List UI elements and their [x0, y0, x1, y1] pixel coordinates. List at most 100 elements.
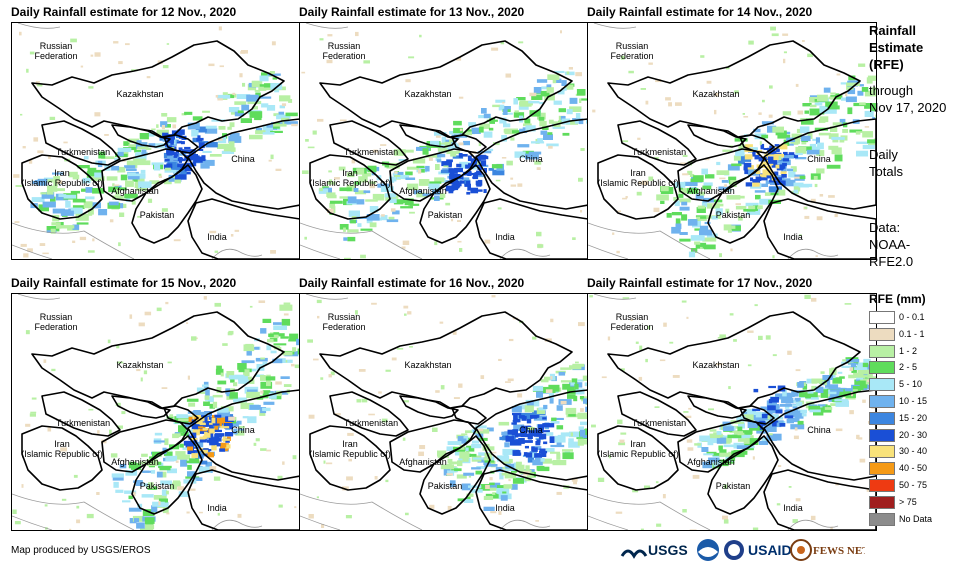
country-label-russia: Russian Federation [322, 41, 366, 61]
country-label-russia: Russian Federation [610, 41, 654, 61]
rainfall-layer [301, 30, 588, 259]
legend-swatch [869, 495, 895, 509]
legend-item: 0 - 0.1 [869, 311, 925, 324]
coastlines [588, 294, 839, 530]
country-borders [309, 311, 588, 530]
country-label-china: China [231, 425, 255, 435]
legend-label: 2 - 5 [899, 362, 918, 373]
country-label-china: China [807, 425, 831, 435]
usgs-logo-text: USGS [648, 542, 688, 558]
sidebar-source: Data: NOAA- RFE2.0 [869, 220, 914, 269]
country-label-kazakhstan: Kazakhstan [404, 360, 452, 370]
country-borders [309, 40, 588, 259]
legend-item: 5 - 10 [869, 378, 922, 392]
legend-swatch [869, 378, 895, 392]
country-borders [21, 40, 300, 259]
country-label-kazakhstan: Kazakhstan [404, 89, 452, 99]
legend-label: 20 - 30 [899, 429, 928, 440]
country-label-turkmenistan: Turkmenistan [55, 147, 111, 157]
country-label-iran: Iran (Islamic Republic of) [21, 439, 103, 459]
usaid-logo-text: USAID [748, 542, 792, 558]
country-label-turkmenistan: Turkmenistan [631, 418, 687, 428]
legend-item: 10 - 15 [869, 395, 927, 408]
legend-swatch [869, 411, 895, 425]
country-label-iran: Iran (Islamic Republic of) [309, 439, 391, 459]
sidebar-through: through Nov 17, 2020 [869, 83, 947, 115]
country-label-india: India [207, 232, 227, 242]
sidebar-heading: Rainfall Estimate (RFE) [869, 23, 924, 72]
legend-label: 10 - 15 [899, 396, 928, 406]
legend-item: 0.1 - 1 [869, 327, 925, 341]
country-label-india: India [783, 232, 803, 242]
country-label-turkmenistan: Turkmenistan [631, 147, 687, 157]
legend-title: RFE (mm) [869, 292, 926, 306]
country-label-pakistan: Pakistan [139, 210, 175, 220]
rainfall-map: Russian Federation Kazakhstan Turkmenistan… [11, 22, 301, 260]
legend-label: 0.1 - 1 [899, 328, 925, 339]
country-label-china: China [807, 154, 831, 164]
country-label-china: China [231, 154, 255, 164]
country-label-iran: Iran (Islamic Republic of) [309, 168, 391, 188]
usaid-logo: USAID [724, 540, 792, 560]
legend-swatch [869, 445, 895, 459]
country-label-pakistan: Pakistan [427, 481, 463, 491]
country-label-india: India [495, 503, 515, 513]
country-label-kazakhstan: Kazakhstan [116, 360, 164, 370]
legend-swatch [869, 311, 895, 324]
country-label-india: India [783, 503, 803, 513]
country-label-russia: Russian Federation [34, 312, 78, 332]
legend-label: 15 - 20 [899, 412, 928, 423]
country-label-india: India [495, 232, 515, 242]
country-borders [21, 311, 300, 530]
country-label-pakistan: Pakistan [715, 481, 751, 491]
rainfall-map: Russian Federation Kazakhstan Turkmenistan… [587, 22, 877, 260]
map-canvas [12, 23, 300, 259]
country-label-afghanistan: Afghanistan [687, 186, 735, 196]
usgs-logo: USGS [620, 542, 688, 559]
map-credit: Map produced by USGS/EROS [11, 545, 151, 556]
country-label-pakistan: Pakistan [139, 481, 175, 491]
coastlines [300, 23, 551, 259]
panel-title: Daily Rainfall estimate for 14 Nov., 202… [587, 5, 813, 19]
legend-label: > 75 [899, 496, 917, 507]
noaa-logo [697, 539, 719, 561]
legend-swatch [869, 479, 895, 492]
sidebar-totals: Daily Totals [869, 147, 903, 179]
country-label-china: China [519, 154, 543, 164]
fewsnet-logo: FEWS NET [790, 539, 865, 561]
legend-label: 1 - 2 [899, 345, 918, 356]
coastlines [300, 294, 551, 530]
legend-swatch [869, 327, 895, 341]
country-label-russia: Russian Federation [322, 312, 366, 332]
agency-logos: USGS USAID FEWS NET [620, 539, 865, 561]
country-label-iran: Iran (Islamic Republic of) [21, 168, 103, 188]
rainfall-map: Russian Federation Kazakhstan Turkmenistan… [587, 293, 877, 531]
country-label-pakistan: Pakistan [427, 210, 463, 220]
legend-swatch [869, 428, 895, 442]
map-canvas [300, 294, 588, 530]
country-borders [597, 311, 876, 530]
panel-title: Daily Rainfall estimate for 17 Nov., 202… [587, 276, 813, 290]
legend-swatch [869, 395, 895, 408]
rainfall-layer [12, 296, 300, 530]
legend-item: No Data [869, 512, 933, 526]
legend-swatch [869, 361, 895, 375]
country-label-russia: Russian Federation [610, 312, 654, 332]
country-label-kazakhstan: Kazakhstan [692, 89, 740, 99]
country-borders [597, 40, 876, 259]
country-label-iran: Iran (Islamic Republic of) [597, 168, 679, 188]
legend-label: 30 - 40 [899, 446, 928, 457]
country-label-russia: Russian Federation [34, 41, 78, 61]
country-label-kazakhstan: Kazakhstan [692, 360, 740, 370]
coastlines [12, 23, 263, 259]
country-label-kazakhstan: Kazakhstan [116, 89, 164, 99]
legend-label: No Data [899, 513, 933, 524]
legend-item: 40 - 50 [869, 462, 927, 476]
coastlines [588, 23, 839, 259]
panel-title: Daily Rainfall estimate for 16 Nov., 202… [299, 276, 525, 290]
rainfall-layer [13, 26, 298, 258]
legend-label: 0 - 0.1 [899, 312, 925, 322]
country-label-turkmenistan: Turkmenistan [55, 418, 111, 428]
rainfall-map: Russian Federation Kazakhstan Turkmenistan… [11, 293, 301, 531]
legend-item: 50 - 75 [869, 479, 927, 492]
